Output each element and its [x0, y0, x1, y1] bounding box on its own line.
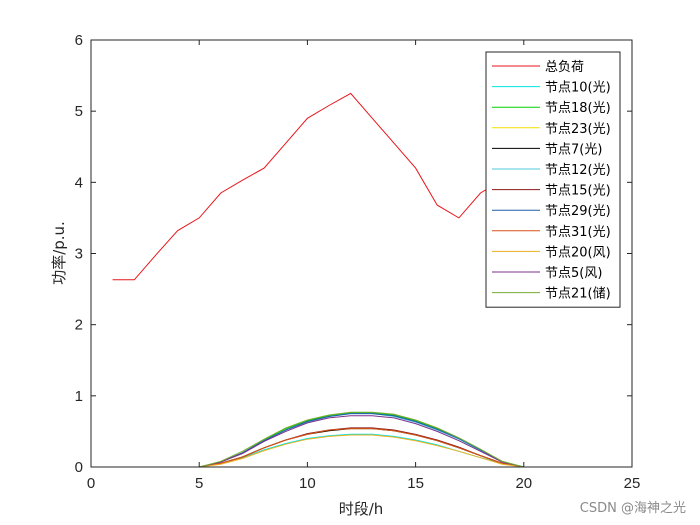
- x-tick-label: 10: [299, 475, 316, 492]
- y-tick-label: 5: [75, 103, 83, 120]
- y-tick-label: 2: [75, 317, 83, 334]
- y-tick-label: 0: [75, 459, 83, 476]
- legend-entry-label: 总负荷: [545, 60, 584, 75]
- legend-entry-label: 节点31(光): [545, 225, 611, 240]
- x-tick-label: 20: [515, 475, 532, 492]
- legend-entry-label: 节点21(储): [545, 287, 611, 302]
- x-tick-label: 5: [195, 475, 203, 492]
- y-tick-label: 1: [75, 388, 83, 405]
- y-axis-label: 功率/p.u.: [50, 221, 68, 285]
- legend-entry-label: 节点29(光): [545, 204, 611, 219]
- legend-entry-label: 节点10(光): [545, 81, 611, 96]
- legend-entry-label: 节点15(光): [545, 184, 611, 199]
- legend-entry-label: 节点18(光): [545, 101, 611, 116]
- x-tick-label: 0: [87, 475, 95, 492]
- legend-entry-label: 节点12(光): [545, 163, 611, 178]
- legend-entry-label: 节点23(光): [545, 122, 611, 137]
- x-tick-label: 15: [407, 475, 424, 492]
- y-tick-label: 3: [75, 246, 83, 263]
- y-tick-label: 4: [75, 174, 83, 191]
- legend-entry-label: 节点7(光): [545, 142, 602, 157]
- legend-entry-label: 节点20(风): [545, 245, 611, 260]
- x-tick-label: 25: [624, 475, 641, 492]
- y-tick-label: 6: [75, 32, 83, 49]
- watermark: CSDN @海神之光: [579, 501, 686, 516]
- legend-box: [485, 51, 621, 308]
- x-axis-label: 时段/h: [339, 500, 384, 518]
- tick-layer: 0 5 10 15 20 25 0 1 2 3 4 5 6: [75, 32, 641, 492]
- legend-entry-label: 节点5(风): [545, 266, 602, 281]
